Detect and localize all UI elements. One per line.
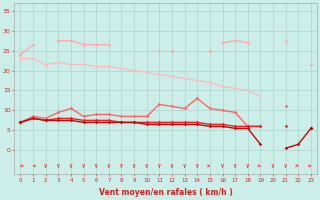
X-axis label: Vent moyen/en rafales ( km/h ): Vent moyen/en rafales ( km/h ) bbox=[99, 188, 233, 197]
